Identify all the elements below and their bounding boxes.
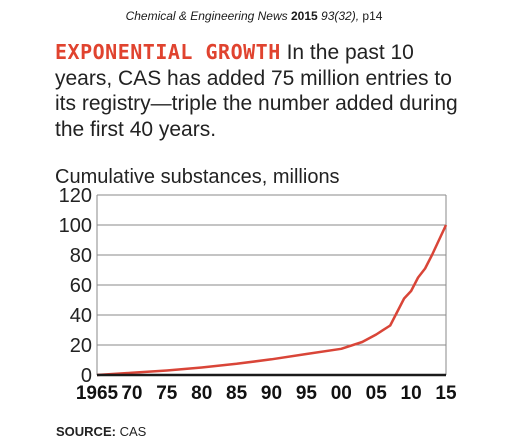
series-line [96, 224, 448, 377]
x-tick-label: 75 [156, 383, 178, 404]
x-tick-label: 90 [261, 383, 282, 404]
x-tick-label: 70 [121, 383, 142, 404]
chart-title: Cumulative substances, millions [55, 166, 340, 188]
lede-paragraph: EXPONENTIAL GROWTH In the past 10 years,… [55, 40, 475, 142]
source-label: SOURCE: [56, 424, 116, 439]
x-tick-label: 10 [401, 383, 422, 404]
citation-volume: 93(32), [321, 9, 360, 23]
lede-text: In the past 10 years, CAS has added 75 m… [55, 41, 458, 141]
x-tick-label: 80 [191, 383, 212, 404]
y-tick-label: 40 [70, 305, 92, 327]
y-tick-label: 100 [59, 215, 92, 237]
y-tick-label: 60 [70, 275, 92, 297]
x-tick-label: 95 [296, 383, 318, 404]
y-tick-label: 80 [70, 245, 92, 267]
x-tick-label: 15 [435, 383, 457, 404]
source-note: SOURCE: CAS [56, 424, 146, 439]
y-tick-label: 20 [70, 335, 92, 357]
x-tick-label: 1965 [76, 383, 119, 404]
citation: Chemical & Engineering News 2015 93(32),… [0, 9, 508, 23]
citation-page: p14 [362, 9, 383, 23]
kicker-headline: EXPONENTIAL GROWTH [55, 40, 281, 64]
x-tick-label: 05 [366, 383, 388, 404]
citation-journal: Chemical & Engineering News [125, 9, 288, 23]
x-tick-label: 85 [226, 383, 248, 404]
y-tick-label: 0 [81, 365, 92, 387]
y-tick-label: 120 [59, 185, 92, 207]
x-tick-label: 00 [331, 383, 352, 404]
source-value: CAS [115, 424, 147, 439]
citation-year: 2015 [290, 9, 318, 23]
